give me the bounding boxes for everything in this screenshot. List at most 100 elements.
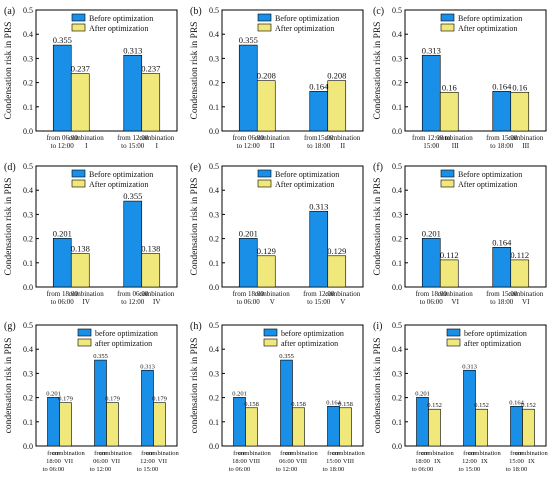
chart-panel-c: (c) 0.0 0.1 0.2 0.3 0.4 0.5 Condensation risk i…	[373, 6, 547, 150]
x-category-label: from 18:00	[233, 290, 265, 298]
y-tick-label: 0.3	[23, 54, 33, 63]
x-category-label: combination	[69, 290, 104, 298]
y-tick-label: 0.0	[209, 127, 219, 136]
data-label-after: 0.152	[521, 402, 536, 409]
bar-before	[510, 406, 523, 447]
x-category-label: IV	[83, 298, 90, 306]
data-label-before: 0.201	[239, 228, 258, 238]
panel-label: (f)	[373, 162, 383, 173]
data-label-after: 0.179	[58, 396, 73, 403]
x-category-label: to 15:00	[137, 466, 159, 473]
x-category-label: VIII	[343, 458, 354, 465]
y-tick-label: 0.1	[23, 259, 33, 268]
x-category-label: VII	[158, 458, 167, 465]
data-label-before: 0.164	[492, 237, 512, 247]
data-label-before: 0.201	[46, 390, 61, 397]
x-category-label: III	[522, 142, 530, 150]
panel-label: (i)	[373, 321, 382, 332]
y-tick-label: 0.3	[209, 210, 219, 219]
x-category-label: from 06:00	[233, 134, 265, 142]
data-label-after: 0.208	[257, 71, 276, 81]
data-label-before: 0.201	[53, 228, 72, 238]
y-axis-label: Condensation risk in PRS	[190, 22, 200, 120]
y-tick-label: 0.0	[392, 127, 402, 136]
bar-before	[327, 406, 340, 447]
legend-swatch-after	[440, 179, 455, 188]
legend-entry: Before optimization	[458, 14, 522, 23]
x-category-label: 12:00	[462, 458, 477, 465]
y-tick-label: 0.2	[23, 79, 33, 88]
x-category-label: 12:00	[140, 458, 155, 465]
bar-after	[510, 91, 530, 132]
data-label-before: 0.355	[53, 35, 72, 45]
x-category-label: to 18:00	[490, 142, 514, 150]
data-label-after: 0.112	[510, 250, 529, 260]
y-tick-label: 0.5	[209, 162, 219, 171]
x-category-label: VII	[64, 458, 73, 465]
legend-entry: Before optimization	[89, 14, 153, 23]
data-label-before: 0.313	[462, 363, 477, 370]
x-category-label: combination	[325, 290, 360, 298]
bar-after	[70, 253, 90, 288]
bar-after	[256, 255, 276, 288]
legend-entry: before optimization	[464, 329, 527, 338]
panel-label: (e)	[190, 162, 201, 173]
y-tick-label: 0.2	[392, 79, 402, 88]
x-category-label: to 15:00	[307, 298, 331, 306]
bar-after	[292, 407, 305, 447]
x-category-label: to 06:00	[229, 466, 251, 473]
legend-entry: Before optimization	[458, 170, 522, 179]
y-axis-label: condensation risk in PRS	[190, 338, 200, 434]
x-category-label: to 12:00	[276, 466, 298, 473]
y-tick-label: 0.2	[209, 79, 219, 88]
x-category-label: to 18:00	[307, 142, 331, 150]
x-category-label: from 06:00	[117, 290, 149, 298]
y-tick-label: 0.3	[392, 369, 402, 378]
x-category-label: from 18:00	[47, 290, 79, 298]
x-category-label: combination	[255, 290, 290, 298]
data-label-before: 0.164	[309, 81, 329, 91]
x-category-label: from 06:00	[47, 134, 79, 142]
legend-entry: after optimization	[281, 339, 338, 348]
y-tick-label: 0.1	[209, 103, 219, 112]
x-category-label: combination	[421, 450, 454, 457]
bar-after	[141, 253, 161, 288]
chart-panel-g: (g) 0.0 0.1 0.2 0.3 0.4 0.5 condensation risk i…	[4, 321, 179, 473]
x-category-label: 15:00	[423, 142, 439, 150]
bar-after	[510, 259, 530, 288]
y-tick-label: 0.5	[209, 321, 219, 330]
axes-frame	[221, 165, 364, 288]
panel-label: (c)	[373, 6, 384, 17]
panel-label: (a)	[4, 6, 15, 17]
y-tick-label: 0.1	[392, 103, 402, 112]
bar-before	[309, 91, 329, 132]
y-axis-label: condensation risk in PRS	[4, 338, 14, 434]
x-category-label: from	[463, 450, 476, 457]
y-tick-label: 0.0	[209, 442, 219, 451]
data-label-after: 0.237	[71, 64, 90, 74]
bar-after	[153, 402, 166, 447]
bar-before	[463, 369, 476, 447]
y-tick-label: 0.2	[209, 235, 219, 244]
legend-swatch-before	[77, 328, 92, 337]
chart-panel-h: (h) 0.0 0.1 0.2 0.3 0.4 0.5 condensation risk i…	[190, 321, 365, 473]
bar-after	[475, 408, 488, 447]
data-label-before: 0.164	[492, 81, 512, 91]
x-category-label: IX	[528, 458, 535, 465]
legend-swatch-before	[446, 328, 461, 337]
x-category-label: VI	[452, 298, 460, 306]
data-label-before: 0.201	[415, 390, 430, 397]
y-tick-label: 0.4	[209, 345, 219, 354]
axes-frame	[404, 9, 547, 132]
x-category-label: from	[141, 450, 154, 457]
y-axis-label: Condensation risk in PRS	[4, 22, 14, 120]
data-label-before: 0.355	[93, 353, 108, 360]
legend-entry: After optimization	[275, 180, 334, 189]
bar-before	[52, 44, 72, 132]
panel-label: (g)	[4, 321, 16, 332]
y-tick-label: 0.3	[392, 54, 402, 63]
bar-before	[492, 247, 512, 288]
legend-swatch-after	[257, 23, 272, 32]
bar-before	[280, 359, 293, 447]
data-label-after: 0.16	[512, 82, 527, 92]
